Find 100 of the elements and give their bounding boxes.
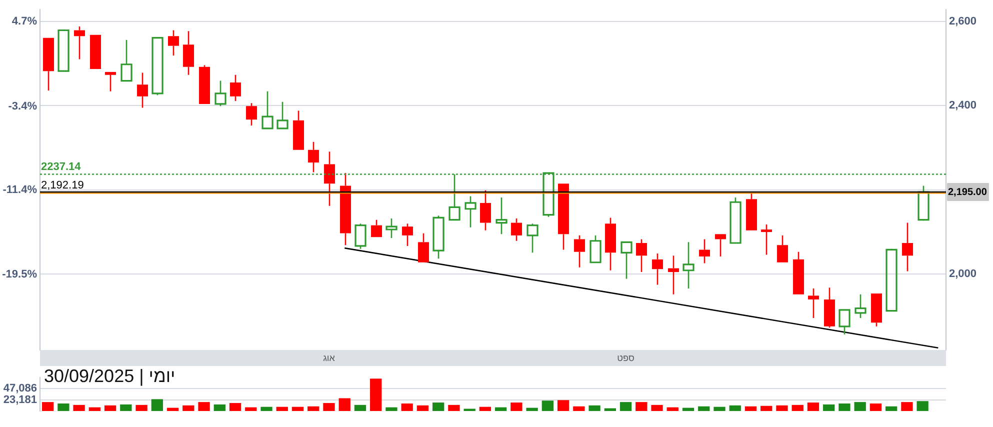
candlestick [574, 234, 585, 268]
candlestick [293, 110, 304, 150]
y-tick-label: 2,600 [949, 15, 977, 28]
candlestick [558, 184, 569, 250]
candlestick [699, 238, 710, 264]
y-tick-label: 47,086 [3, 382, 37, 394]
bar [151, 399, 163, 411]
bar [651, 404, 663, 411]
bar [104, 405, 116, 411]
candlestick [761, 224, 772, 256]
candlestick [682, 242, 694, 290]
bar [792, 404, 804, 411]
bar [292, 406, 304, 411]
y-tick-label: 23,181 [3, 394, 37, 406]
y2-tick-label: -11.4% [2, 184, 38, 196]
bar [338, 398, 350, 411]
bar [620, 402, 632, 411]
candlestick [854, 294, 866, 319]
candlestick [74, 26, 85, 60]
candlestick [105, 72, 116, 92]
candlestick [262, 90, 274, 130]
ref-line-label: 2,192.19 [41, 180, 84, 192]
bar [416, 405, 429, 411]
candlestick [526, 222, 538, 254]
candlestick [902, 222, 913, 272]
bar [729, 405, 741, 411]
y-tick-label: 2,000 [949, 268, 977, 280]
y2-tick-label: -3.4% [8, 100, 38, 112]
candlestick [340, 172, 351, 246]
bar [886, 406, 898, 411]
candlestick [511, 218, 522, 242]
bar [323, 403, 335, 411]
bar [573, 406, 585, 411]
candlestick [715, 234, 726, 258]
text: יומי | 30/09/2025 [44, 366, 176, 387]
candlestick [480, 190, 491, 232]
bar [260, 406, 272, 411]
bar [386, 407, 398, 411]
bar [901, 402, 913, 411]
x-tick-label: ספט [617, 352, 634, 363]
candlestick [620, 241, 632, 280]
bar [166, 408, 179, 411]
candlestick [308, 141, 319, 173]
y-tick-label: 2,400 [949, 100, 977, 112]
bar [916, 401, 928, 411]
x-tick-label: אוג [323, 352, 336, 363]
bar [276, 406, 288, 411]
bar [760, 406, 772, 411]
candlestick [386, 218, 398, 239]
bar [73, 404, 85, 411]
bar [636, 402, 648, 411]
candlestick [668, 254, 679, 296]
candlestick [636, 238, 647, 273]
bar [58, 403, 70, 411]
bar [870, 403, 882, 411]
bar [182, 405, 194, 411]
candlestick [824, 287, 835, 328]
bar [682, 408, 694, 411]
bar [698, 406, 710, 411]
bar [714, 406, 726, 411]
bar [308, 406, 320, 411]
candlestick [777, 234, 788, 262]
candlestick [652, 252, 663, 286]
candlestick [214, 80, 226, 107]
candlestick [276, 101, 288, 130]
candlestick [496, 196, 508, 235]
bar [120, 404, 132, 411]
bar [229, 403, 242, 411]
candlestick [605, 217, 616, 272]
bar [214, 404, 226, 411]
bar [557, 400, 570, 411]
bar [588, 405, 600, 411]
bar [744, 406, 757, 411]
bar [526, 408, 538, 411]
candlestick [230, 74, 241, 102]
candlestick [402, 222, 413, 247]
bar [198, 402, 210, 411]
bar [42, 402, 54, 411]
bar [479, 406, 492, 411]
candlestick [168, 30, 179, 56]
candlestick [432, 214, 444, 260]
candlestick [43, 38, 54, 92]
bar [401, 403, 413, 411]
bar [510, 402, 522, 411]
y2-tick-label: 4.7% [12, 16, 38, 28]
candlestick [808, 288, 819, 319]
bar [823, 404, 835, 411]
bar [370, 378, 382, 411]
bar [776, 405, 788, 411]
ref-line-label: 2,195.00 [948, 186, 988, 198]
candlestick [120, 39, 132, 82]
ref-line-label: 2237.14 [41, 160, 82, 173]
candlestick [324, 150, 335, 207]
bar [838, 403, 850, 411]
bar [448, 404, 460, 411]
candlestick [137, 72, 148, 108]
y2-tick-label: -19.5% [2, 268, 38, 281]
bar [245, 407, 257, 411]
bar [136, 404, 148, 411]
candlestick [464, 196, 476, 228]
